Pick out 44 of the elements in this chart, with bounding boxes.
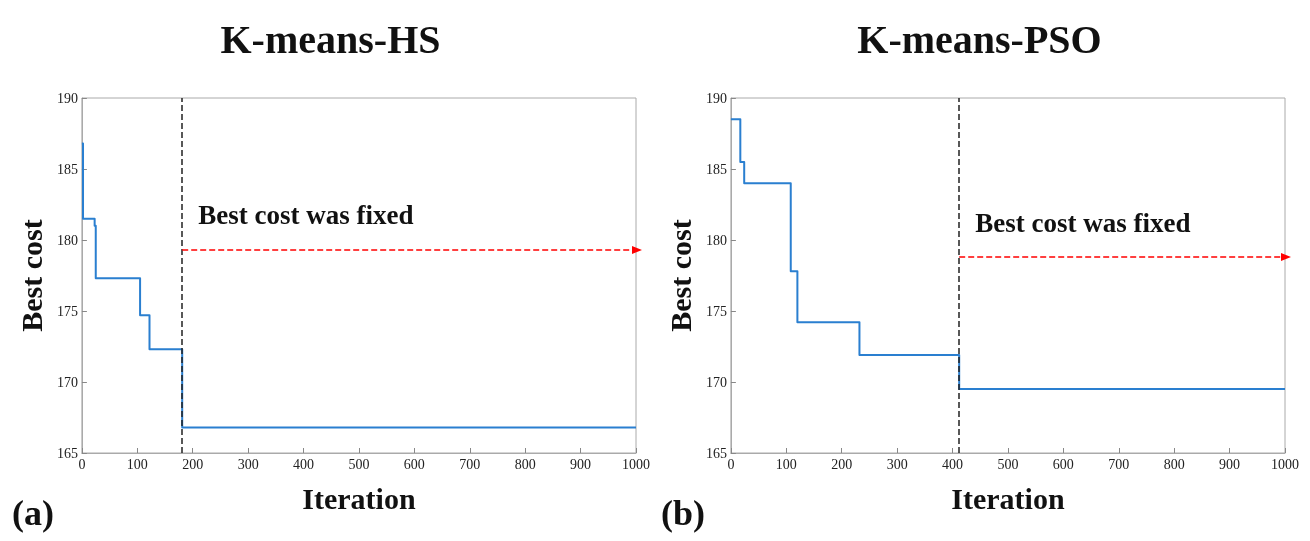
y-tick-label: 180	[56, 232, 78, 248]
y-tick-label: 175	[56, 303, 78, 319]
ref-line-label: Best cost was fixed	[198, 200, 414, 231]
y-axis-title: Best cost	[663, 219, 697, 332]
x-tick-label: 300	[237, 456, 259, 472]
x-tick-label: 600	[1052, 456, 1074, 472]
y-axis-title: Best cost	[14, 219, 48, 332]
x-tick-label: 700	[1108, 456, 1130, 472]
y-tick-label: 175	[705, 303, 727, 319]
x-tick-label: 400	[942, 456, 964, 472]
x-tick-label: 1000	[1271, 456, 1299, 472]
ref-line-label: Best cost was fixed	[975, 207, 1191, 238]
text: (b)	[661, 493, 705, 533]
y-tick-label: 170	[56, 374, 78, 390]
text: (a)	[12, 493, 54, 533]
x-tick-label: 100	[126, 456, 148, 472]
x-tick-label: 500	[997, 456, 1019, 472]
y-tick-label: 185	[56, 161, 78, 177]
x-tick-label: 0	[727, 456, 735, 472]
x-tick-label: 600	[403, 456, 425, 472]
y-tick-label: 190	[705, 90, 727, 106]
y-tick-label: 190	[56, 90, 78, 106]
x-axis-title: Iteration	[302, 481, 416, 515]
x-tick-label: 100	[775, 456, 797, 472]
x-tick-label: 800	[1163, 456, 1185, 472]
x-tick-label: 200	[831, 456, 853, 472]
y-tick-label: 165	[56, 445, 78, 461]
chart-title: K-means-HS	[220, 16, 441, 62]
y-tick-label: 180	[705, 232, 727, 248]
x-axis-title: Iteration	[951, 481, 1065, 515]
x-tick-label: 200	[182, 456, 204, 472]
x-tick-label: 1000	[622, 456, 650, 472]
x-tick-label: 900	[570, 456, 592, 472]
x-tick-label: 400	[293, 456, 315, 472]
x-tick-label: 800	[514, 456, 536, 472]
x-tick-label: 700	[459, 456, 481, 472]
y-tick-label: 165	[705, 445, 727, 461]
x-tick-label: 900	[1219, 456, 1241, 472]
x-tick-label: 500	[348, 456, 370, 472]
y-tick-label: 185	[705, 161, 727, 177]
y-tick-label: 170	[705, 374, 727, 390]
x-tick-label: 0	[78, 456, 86, 472]
chart-title: K-means-PSO	[857, 16, 1102, 62]
x-tick-label: 300	[886, 456, 908, 472]
